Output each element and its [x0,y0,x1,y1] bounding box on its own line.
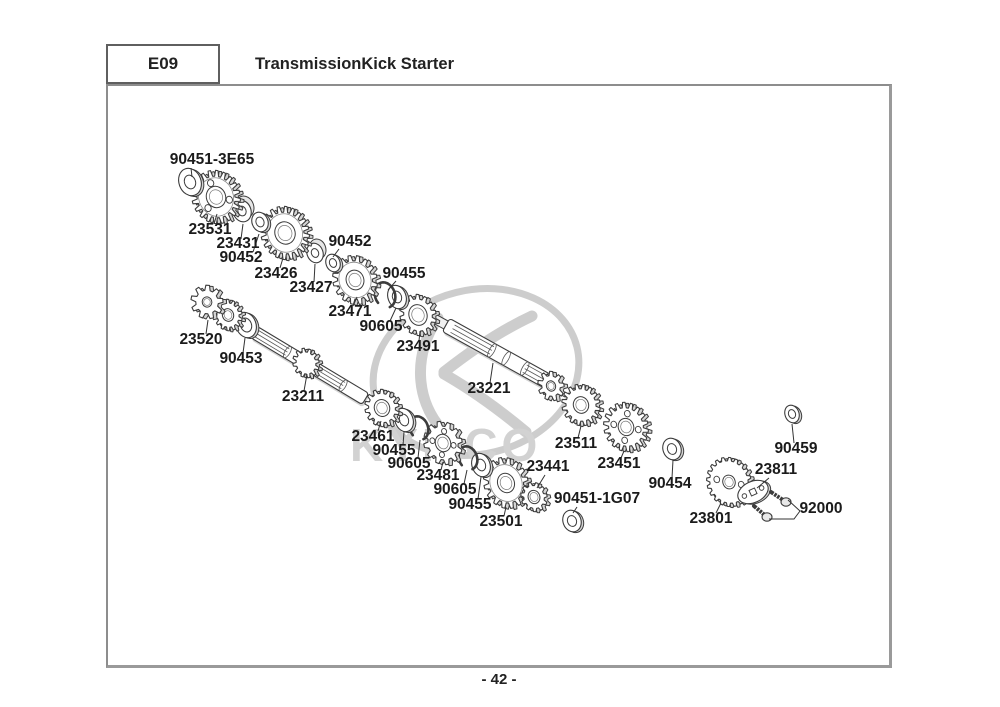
section-code-box: E09 [106,44,220,84]
page-number: - 42 - [481,671,517,688]
page-title: TransmissionKick Starter [255,55,454,73]
diagram-border [106,84,892,668]
section-code: E09 [147,54,179,73]
